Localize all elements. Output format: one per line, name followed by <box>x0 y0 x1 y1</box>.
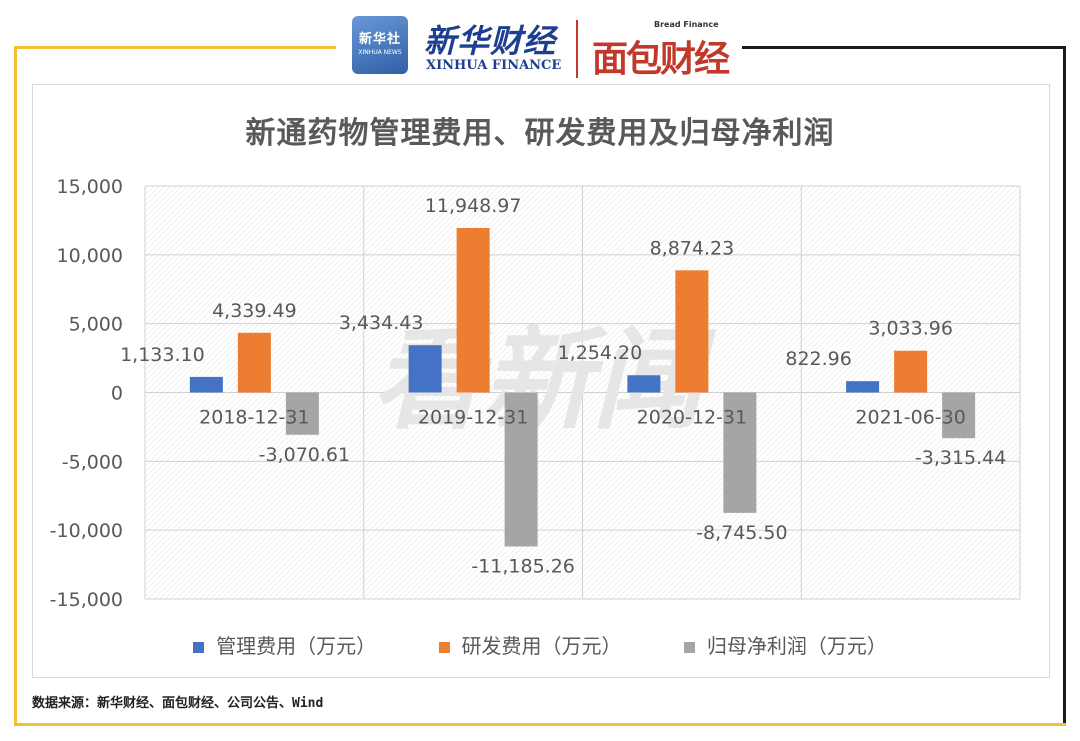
bar-net-profit <box>723 392 757 513</box>
data-label-admin-expense: 3,434.43 <box>339 312 424 334</box>
data-label-rnd-expense: 4,339.49 <box>212 300 297 322</box>
frame-border-right <box>1063 46 1066 726</box>
data-label-rnd-expense: 3,033.96 <box>868 318 953 340</box>
legend-label-admin-expense: 管理费用（万元） <box>216 634 377 658</box>
legend-label-rnd-expense: 研发费用（万元） <box>461 634 622 658</box>
bar-rnd-expense <box>456 228 490 393</box>
bar-admin-expense <box>408 345 442 393</box>
bar-net-profit <box>942 392 976 439</box>
bar-admin-expense <box>846 381 880 393</box>
data-label-net-profit: -8,745.50 <box>696 522 787 544</box>
legend: 管理费用（万元） 研发费用（万元） 归母净利润（万元） <box>0 630 1080 659</box>
legend-swatch-net-profit <box>683 642 695 653</box>
y-tick-label: 5,000 <box>69 314 123 336</box>
category-label: 2020-12-31 <box>637 407 747 429</box>
brand-header: 新华社 XINHUA NEWS 新华财经 XINHUA FINANCE Brea… <box>352 10 732 80</box>
header-divider <box>576 20 578 78</box>
legend-swatch-rnd-expense <box>438 642 450 653</box>
y-tick-label: -15,000 <box>50 589 123 611</box>
category-label: 2019-12-31 <box>418 407 528 429</box>
data-labels: 1,133.10 4,339.49 -3,070.61 3,434.43 11,948.… <box>120 195 1006 577</box>
y-tick-label: -10,000 <box>50 520 123 542</box>
data-source-note: 数据来源：新华财经、面包财经、公司公告、Wind <box>32 696 324 711</box>
bread-finance-logo-en: Bread Finance <box>654 20 719 29</box>
frame-border-left <box>14 46 17 726</box>
data-label-net-profit: -3,315.44 <box>915 447 1006 469</box>
xinhua-badge-cn: 新华社 <box>358 32 401 47</box>
frame-border-top-right <box>742 46 1066 49</box>
data-label-admin-expense: 1,133.10 <box>120 344 205 366</box>
y-axis: 15,000 10,000 5,000 0 -5,000 -10,000 -15,000 <box>50 176 123 611</box>
legend-item-net-profit: 归母净利润（万元） <box>683 630 887 659</box>
legend-item-admin-expense: 管理费用（万元） <box>193 630 376 659</box>
data-label-admin-expense: 1,254.20 <box>558 342 643 364</box>
y-tick-label: -5,000 <box>62 451 123 473</box>
category-label: 2021-06-30 <box>855 407 965 429</box>
category-label: 2018-12-31 <box>199 407 309 429</box>
bar-net-profit <box>285 392 319 435</box>
y-tick-label: 10,000 <box>57 245 123 267</box>
category-labels: 2018-12-31 2019-12-31 2020-12-31 2021-06-30 <box>199 407 966 429</box>
legend-label-net-profit: 归母净利润（万元） <box>706 634 887 658</box>
xinhua-badge-en: XINHUA NEWS <box>358 49 402 56</box>
y-tick-label: 0 <box>111 383 123 405</box>
bar-admin-expense <box>627 375 661 393</box>
legend-item-rnd-expense: 研发费用（万元） <box>438 630 622 659</box>
bread-finance-logo-cn: 面包财经 <box>592 39 730 80</box>
bar-rnd-expense <box>237 332 271 393</box>
chart-title: 新通药物管理费用、研发费用及归母净利润 <box>245 116 835 151</box>
data-label-admin-expense: 822.96 <box>785 348 851 370</box>
xinhua-finance-logo-en: XINHUA FINANCE <box>426 58 562 73</box>
frame-border-top-left <box>14 46 336 49</box>
data-label-rnd-expense: 8,874.23 <box>650 237 735 259</box>
data-label-net-profit: -11,185.26 <box>471 555 575 577</box>
bars <box>189 228 976 547</box>
xinhua-news-logo: 新华社 XINHUA NEWS <box>352 16 408 74</box>
data-label-rnd-expense: 11,948.97 <box>425 195 522 217</box>
xinhua-finance-logo-cn: 新华财经 <box>424 22 557 60</box>
legend-swatch-admin-expense <box>193 642 205 653</box>
bar-rnd-expense <box>894 350 928 393</box>
data-label-net-profit: -3,070.61 <box>259 444 350 466</box>
frame-border-bottom <box>14 723 1066 726</box>
bar-net-profit <box>504 392 538 547</box>
y-tick-label: 15,000 <box>57 176 123 198</box>
bar-rnd-expense <box>675 270 709 393</box>
bar-admin-expense <box>189 376 223 393</box>
